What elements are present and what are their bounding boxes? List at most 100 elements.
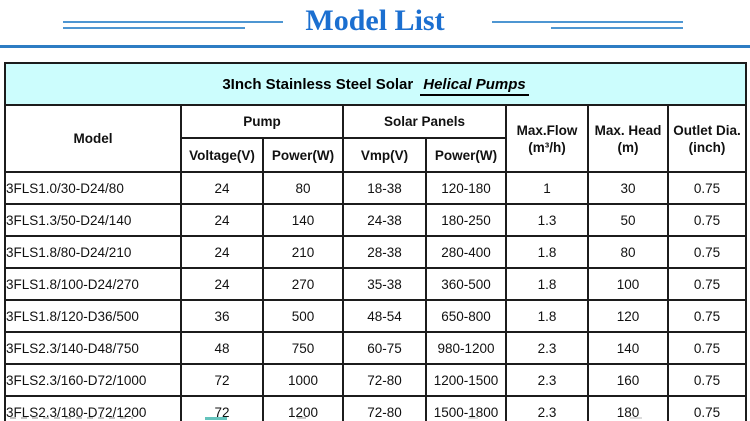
value-cell: 500 <box>262 299 344 333</box>
table-row: 3FLS2.3/160-D72/1000 72 1000 72-80 1200-1500… <box>4 363 748 397</box>
value-cell: 80 <box>262 171 344 205</box>
value-cell: 1500-1800 <box>425 395 507 421</box>
value-cell: 72-80 <box>342 395 427 421</box>
decorative-line <box>63 27 245 29</box>
value-cell: 0.75 <box>666 235 748 269</box>
value-cell: 160 <box>587 363 669 397</box>
max-head-label: Max. Head <box>594 122 662 138</box>
decorative-line <box>63 21 283 23</box>
value-cell: 180 <box>587 395 669 421</box>
cutoff-text-fragment <box>468 417 478 419</box>
value-cell: 120 <box>587 299 669 333</box>
value-cell: 140 <box>587 331 669 365</box>
caption-prefix: 3Inch Stainless Steel Solar <box>222 75 414 93</box>
value-cell: 24 <box>180 203 264 237</box>
value-cell: 50 <box>587 203 669 237</box>
value-cell: 18-38 <box>342 171 427 205</box>
value-cell: 0.75 <box>666 331 748 365</box>
table-row: 3FLS1.8/80-D24/210 24 210 28-38 280-400 1.8 80… <box>4 235 748 269</box>
column-header-pump-power: Power(W) <box>262 137 344 173</box>
table-row: 3FLS1.0/30-D24/80 24 80 18-38 120-180 1 30 0.75 <box>4 171 748 205</box>
value-cell: 35-38 <box>342 267 427 301</box>
column-group-pump: Pump <box>180 104 344 139</box>
value-cell: 30 <box>587 171 669 205</box>
value-cell: 1 <box>505 171 589 205</box>
value-cell: 72 <box>180 395 264 421</box>
table-caption: 3Inch Stainless Steel Solar Helical Pumps <box>3 62 748 106</box>
value-cell: 980-1200 <box>425 331 507 365</box>
title-divider-rule <box>0 45 750 48</box>
outlet-dia-unit: (inch) <box>688 139 726 155</box>
model-cell: 3FLS1.8/120-D36/500 <box>4 299 182 333</box>
table-row: 3FLS2.3/140-D48/750 48 750 60-75 980-1200 2.3… <box>4 331 748 365</box>
decorative-line <box>551 27 683 29</box>
column-header-model: Model <box>4 104 182 173</box>
table-row: 3FLS1.8/120-D36/500 36 500 48-54 650-800 1.8 1… <box>4 299 748 333</box>
value-cell: 1200 <box>262 395 344 421</box>
cutoff-text-fragment <box>10 417 133 419</box>
cutoff-text-fragment <box>630 417 642 419</box>
model-cell: 3FLS2.3/160-D72/1000 <box>4 363 182 397</box>
max-head-unit: (m) <box>617 139 639 155</box>
value-cell: 750 <box>262 331 344 365</box>
model-cell: 3FLS2.3/140-D48/750 <box>4 331 182 365</box>
value-cell: 280-400 <box>425 235 507 269</box>
value-cell: 2.3 <box>505 363 589 397</box>
header-row-subcolumns: Voltage(V) Power(W) Vmp(V) Power(W) <box>5 137 746 173</box>
column-header-outlet-dia: Outlet Dia. (inch) <box>666 104 748 173</box>
value-cell: 210 <box>262 235 344 269</box>
value-cell: 28-38 <box>342 235 427 269</box>
model-cell: 3FLS2.3/180-D72/1200 <box>4 395 182 421</box>
value-cell: 36 <box>180 299 264 333</box>
value-cell: 48-54 <box>342 299 427 333</box>
cutoff-text-fragment <box>205 417 227 420</box>
value-cell: 24 <box>180 267 264 301</box>
max-flow-label: Max.Flow <box>516 122 578 138</box>
caption-emphasis: Helical Pumps <box>420 75 529 96</box>
spec-table: 3Inch Stainless Steel Solar Helical Pumps… <box>3 62 748 421</box>
page-title: Model List <box>305 4 445 37</box>
model-cell: 3FLS1.8/100-D24/270 <box>4 267 182 301</box>
max-flow-unit: (m³/h) <box>528 139 566 155</box>
table-row: 3FLS1.8/100-D24/270 24 270 35-38 360-500 1.8 1… <box>4 267 748 301</box>
table-row: 3FLS2.3/180-D72/1200 72 1200 72-80 1500-1800… <box>4 395 748 421</box>
model-cell: 3FLS1.0/30-D24/80 <box>4 171 182 205</box>
header-row-groups: Model Pump Solar Panels Max.Flow (m³/h) … <box>4 104 748 173</box>
value-cell: 0.75 <box>666 363 748 397</box>
table-row: 3FLS1.3/50-D24/140 24 140 24-38 180-250 1.3 50… <box>4 203 748 237</box>
decorative-line <box>492 21 683 23</box>
value-cell: 60-75 <box>342 331 427 365</box>
table-body: 3FLS1.0/30-D24/80 24 80 18-38 120-180 1 30 0.75… <box>4 171 748 421</box>
column-header-max-flow: Max.Flow (m³/h) <box>505 104 589 173</box>
table-caption-row: 3Inch Stainless Steel Solar Helical Pumps <box>3 62 748 106</box>
value-cell: 1.8 <box>505 235 589 269</box>
value-cell: 360-500 <box>425 267 507 301</box>
value-cell: 24 <box>180 235 264 269</box>
value-cell: 100 <box>587 267 669 301</box>
value-cell: 270 <box>262 267 344 301</box>
column-header-max-head: Max. Head (m) <box>587 104 669 173</box>
value-cell: 180-250 <box>425 203 507 237</box>
value-cell: 650-800 <box>425 299 507 333</box>
value-cell: 1000 <box>262 363 344 397</box>
value-cell: 80 <box>587 235 669 269</box>
value-cell: 24-38 <box>342 203 427 237</box>
column-header-vmp: Vmp(V) <box>342 137 427 173</box>
value-cell: 120-180 <box>425 171 507 205</box>
value-cell: 2.3 <box>505 331 589 365</box>
column-group-solar-panels: Solar Panels <box>342 104 507 139</box>
model-cell: 3FLS1.3/50-D24/140 <box>4 203 182 237</box>
value-cell: 1.3 <box>505 203 589 237</box>
value-cell: 140 <box>262 203 344 237</box>
value-cell: 24 <box>180 171 264 205</box>
outlet-dia-label: Outlet Dia. <box>673 122 741 138</box>
value-cell: 0.75 <box>666 395 748 421</box>
value-cell: 1.8 <box>505 299 589 333</box>
cutoff-text-fragments <box>0 417 750 421</box>
value-cell: 1200-1500 <box>425 363 507 397</box>
value-cell: 0.75 <box>666 299 748 333</box>
value-cell: 72-80 <box>342 363 427 397</box>
value-cell: 2.3 <box>505 395 589 421</box>
column-header-voltage: Voltage(V) <box>180 137 264 173</box>
